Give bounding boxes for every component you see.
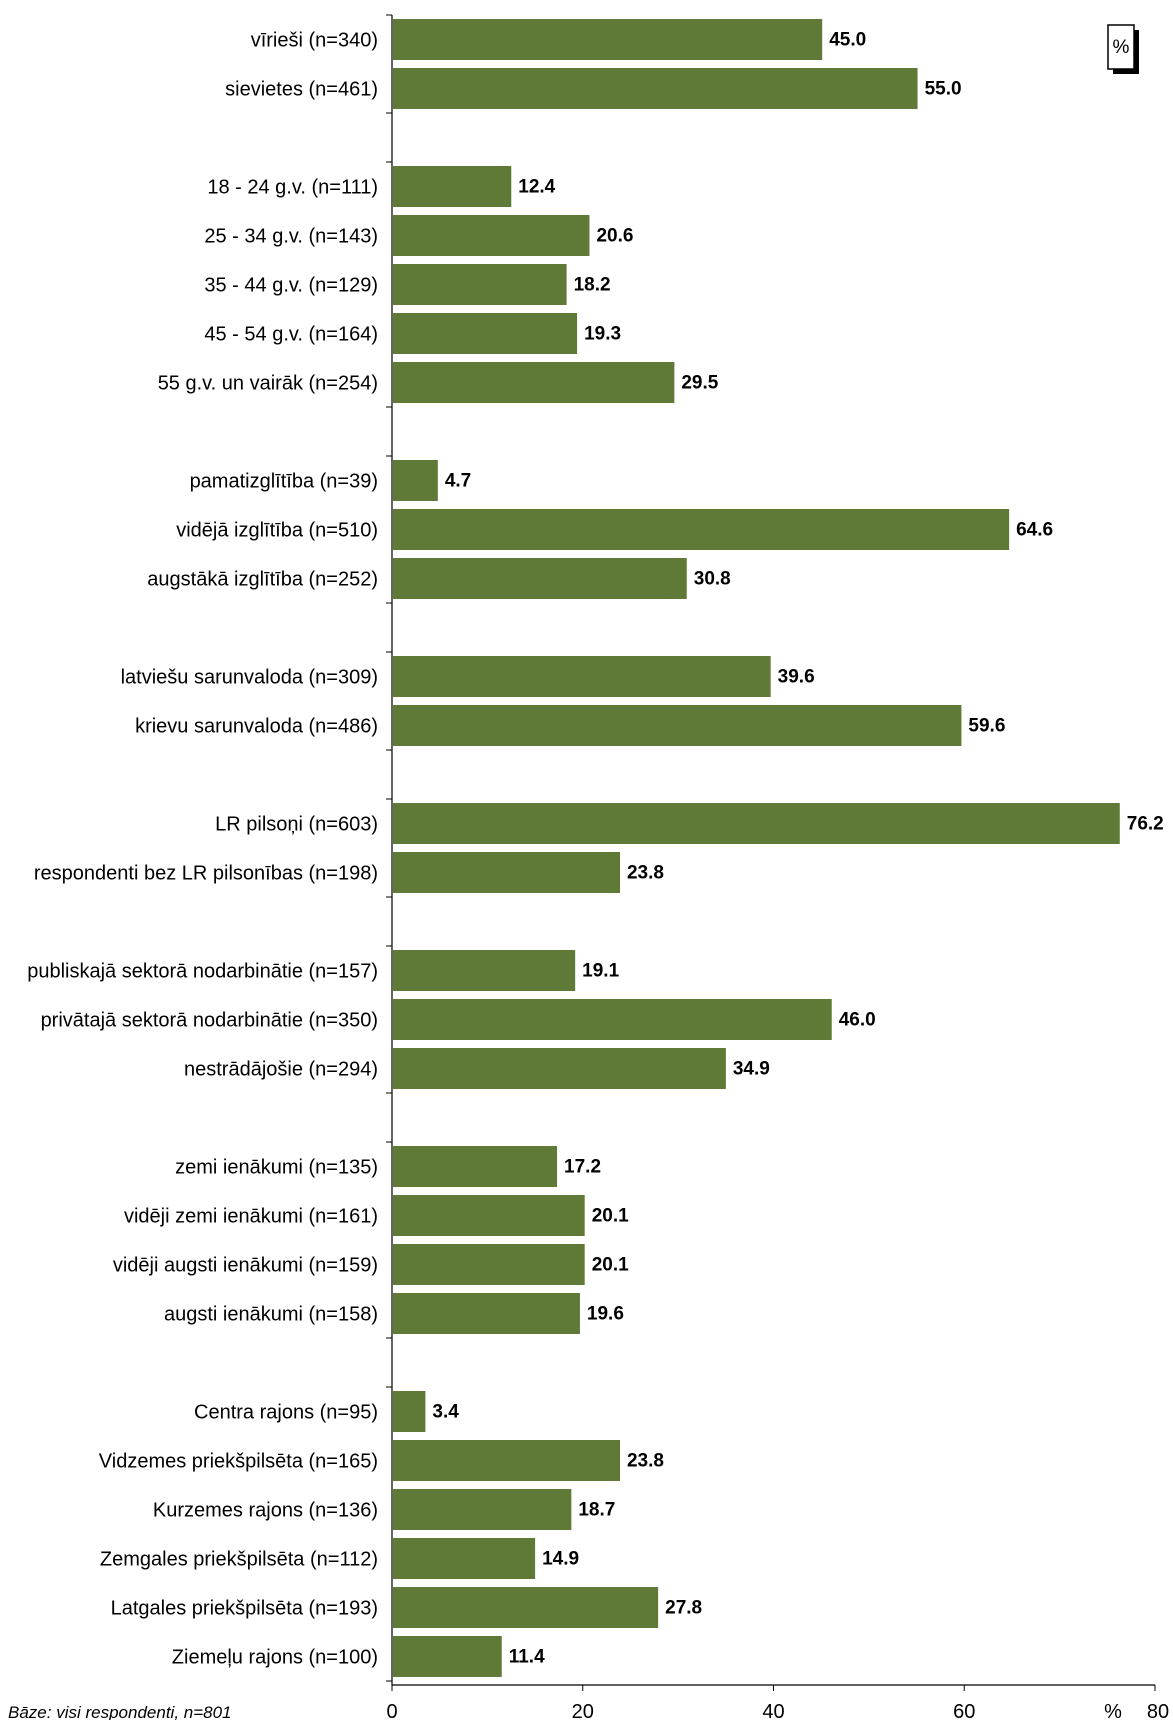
category-labels-layer: vīrieši (n=340) sievietes (n=461) 18 - 24 … [27, 30, 378, 1669]
value-label: 4.7 [445, 471, 471, 492]
value-label: 29.5 [681, 373, 718, 394]
bar [393, 1440, 620, 1481]
bar [393, 950, 576, 991]
category-label: respondenti bez LR pilsonības (n=198) [34, 863, 378, 885]
base-footnote: Bāze: visi respondenti, n=801 [8, 1703, 232, 1720]
bar [393, 460, 438, 501]
category-label: latviešu sarunvaloda (n=309) [121, 667, 378, 689]
value-label: 39.6 [778, 667, 815, 688]
bar [393, 1048, 726, 1089]
value-label: 20.6 [596, 226, 633, 247]
category-label: nestrādājošie (n=294) [184, 1059, 378, 1081]
value-label: 23.8 [627, 1451, 664, 1472]
value-label: 23.8 [627, 863, 664, 884]
category-label: augsti ienākumi (n=158) [164, 1304, 378, 1326]
category-label: zemi ienākumi (n=135) [175, 1157, 378, 1179]
category-label: Latgales priekšpilsēta (n=193) [111, 1598, 378, 1620]
category-label: vidēji augsti ienākumi (n=159) [113, 1255, 378, 1277]
value-label: 18.7 [578, 1500, 615, 1521]
value-labels-layer: 45.0 55.0 12.4 20.6 18.2 19.3 29.5 4.7 64.6 30.8 3… [432, 30, 1163, 1668]
value-label: 30.8 [694, 569, 731, 590]
bars-layer [393, 19, 1120, 1677]
unit-badge-text: % [1113, 37, 1130, 58]
value-label: 18.2 [574, 275, 611, 296]
value-label: 3.4 [432, 1402, 459, 1423]
category-label: vīrieši (n=340) [251, 30, 378, 52]
value-label: 34.9 [733, 1059, 770, 1080]
value-label: 55.0 [925, 79, 962, 100]
bar [393, 1195, 585, 1236]
category-label: augstākā izglītība (n=252) [147, 569, 378, 591]
category-label: 55 g.v. un vairāk (n=254) [158, 373, 378, 395]
value-label: 19.6 [587, 1304, 624, 1325]
bar [393, 509, 1010, 550]
x-tick-label: 60 [953, 1701, 975, 1720]
value-label: 76.2 [1127, 814, 1164, 835]
bar [393, 705, 962, 746]
category-label: pamatizglītība (n=39) [190, 471, 378, 493]
value-label: 46.0 [839, 1010, 876, 1031]
bar [393, 1146, 558, 1187]
category-label: 45 - 54 g.v. (n=164) [204, 324, 378, 346]
bar [393, 1587, 659, 1628]
value-label: 45.0 [829, 30, 866, 51]
category-label: vidējā izglītība (n=510) [176, 520, 378, 542]
bar [393, 1391, 426, 1432]
bar [393, 264, 567, 305]
unit-badge-box [1107, 24, 1135, 70]
category-label: Kurzemes rajons (n=136) [153, 1500, 378, 1522]
value-label: 20.1 [592, 1206, 629, 1227]
value-label: 59.6 [968, 716, 1005, 737]
category-label: krievu sarunvaloda (n=486) [135, 716, 378, 738]
category-label: Vidzemes priekšpilsēta (n=165) [99, 1451, 378, 1473]
bar [393, 852, 620, 893]
category-label: 25 - 34 g.v. (n=143) [204, 226, 378, 248]
category-label: publiskajā sektorā nodarbinātie (n=157) [27, 961, 378, 983]
x-tick-label: 80 [1147, 1701, 1169, 1720]
category-label: LR pilsoņi (n=603) [215, 814, 378, 836]
bar [393, 215, 590, 256]
bar [393, 19, 823, 60]
value-label: 64.6 [1016, 520, 1053, 541]
category-label: 35 - 44 g.v. (n=129) [204, 275, 378, 297]
bar [393, 1489, 572, 1530]
category-label: 18 - 24 g.v. (n=111) [207, 177, 378, 199]
x-tick-label: 0 [386, 1701, 397, 1720]
category-label: Ziemeļu rajons (n=100) [172, 1647, 378, 1669]
bar [393, 68, 918, 109]
bar [393, 1293, 580, 1334]
category-label: sievietes (n=461) [225, 79, 378, 101]
value-label: 19.3 [584, 324, 621, 345]
category-label: privātajā sektorā nodarbinātie (n=350) [41, 1010, 378, 1032]
bar [393, 1538, 536, 1579]
bar [393, 166, 512, 207]
bar [393, 803, 1120, 844]
bar [393, 313, 578, 354]
category-label: vidēji zemi ienākumi (n=161) [124, 1206, 378, 1228]
bar [393, 1244, 585, 1285]
axes-layer: 0 20 40 60 80 [386, 14, 1169, 1720]
bar [393, 1636, 502, 1677]
bar [393, 362, 675, 403]
value-label: 11.4 [509, 1647, 545, 1668]
value-label: 14.9 [542, 1549, 579, 1570]
bar [393, 999, 832, 1040]
value-label: 20.1 [592, 1255, 629, 1276]
bar [393, 656, 771, 697]
value-label: 19.1 [582, 961, 619, 982]
value-label: 27.8 [665, 1598, 702, 1619]
category-label: Zemgales priekšpilsēta (n=112) [100, 1549, 378, 1571]
x-tick-label: 20 [572, 1701, 594, 1720]
x-axis-unit-label: % [1104, 1701, 1122, 1720]
category-label: Centra rajons (n=95) [194, 1402, 378, 1424]
x-tick-label: 40 [762, 1701, 784, 1720]
value-label: 17.2 [564, 1157, 601, 1178]
unit-badge: % [1107, 24, 1139, 74]
value-label: 12.4 [518, 177, 555, 198]
bar [393, 558, 687, 599]
